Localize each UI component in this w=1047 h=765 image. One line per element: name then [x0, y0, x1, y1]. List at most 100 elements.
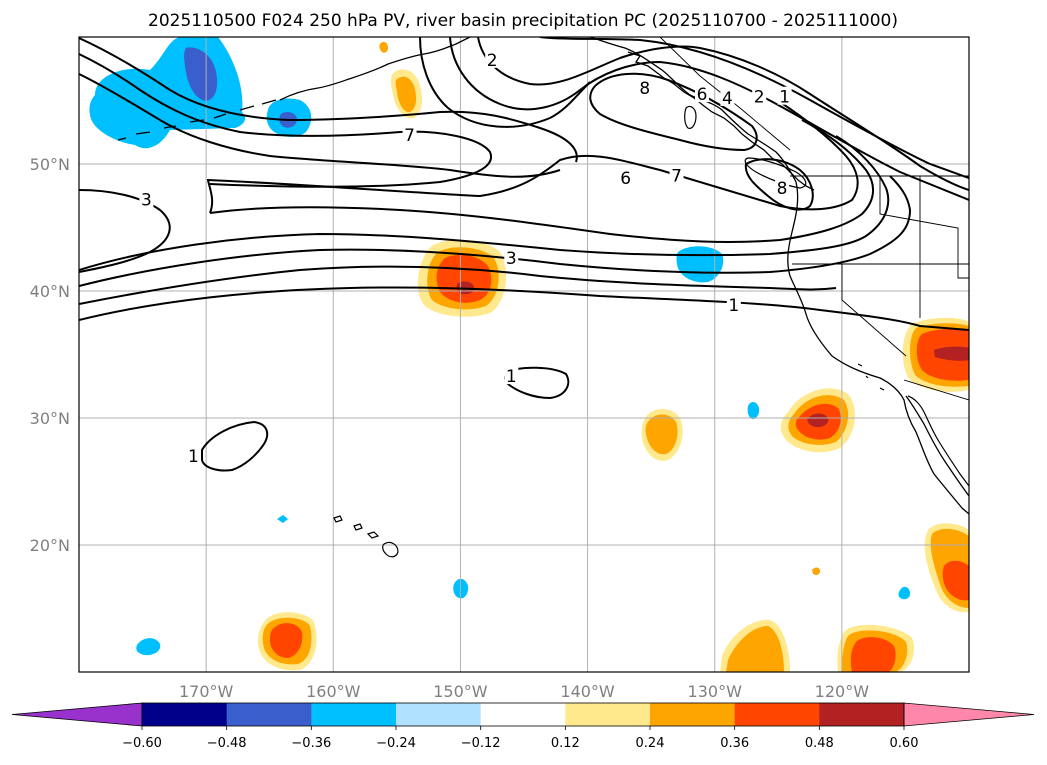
map-frame	[78, 36, 970, 673]
colorbar: −0.60 −0.48 −0.36 −0.24 −0.12 0.12 0.24 0.36 0.4…	[11, 702, 1035, 751]
pv-contour-2-south	[79, 175, 912, 287]
contour-label-mask	[618, 167, 633, 186]
contour-label-mask	[777, 86, 792, 105]
lon-tick-label: 150°W	[433, 682, 488, 701]
contour-label-mask	[637, 77, 652, 96]
colorbar-segment	[565, 703, 651, 726]
contour-label: 4	[722, 89, 733, 109]
vancouver-island	[744, 157, 807, 189]
pv-contour-1-outer	[79, 286, 969, 331]
lat-tick-label: 50°N	[30, 155, 70, 174]
contour-label-mask	[139, 189, 154, 208]
contour-label: 1	[506, 367, 517, 387]
contour-label: 3	[506, 249, 517, 269]
lon-tick-label: 160°W	[306, 682, 361, 701]
border-us-mexico	[903, 379, 969, 401]
contour-label: 2	[487, 51, 498, 71]
border-ca-nevada	[841, 264, 907, 357]
pc-negative-southeast	[898, 586, 911, 600]
pc-positive-southwest-inner	[270, 623, 303, 658]
coastline-north-america	[589, 37, 969, 515]
lat-tick-label: 30°N	[30, 409, 70, 428]
pv-contour-2-northeast	[539, 37, 969, 179]
colorbar-tick-label: 0.36	[720, 736, 749, 751]
hawaii-big-island	[382, 541, 399, 558]
pc-negative-small-west	[277, 515, 288, 523]
colorbar-tick-label: −0.36	[291, 736, 331, 751]
hawaii-maui	[366, 531, 380, 539]
lon-tick-label: 140°W	[560, 682, 615, 701]
contour-label: 1	[728, 296, 739, 316]
contour-label-mask	[504, 247, 519, 266]
pc-positive-central-inner	[436, 254, 492, 303]
colorbar-segment	[226, 703, 312, 726]
longitude-tick-labels: 170°W 160°W 150°W 140°W 130°W 120°W	[179, 682, 869, 701]
contour-label: 2	[754, 88, 765, 108]
pc-positive-mid-pacific-inner	[645, 414, 678, 455]
pv-contour-7-west	[79, 53, 493, 188]
pv-contours	[79, 37, 969, 472]
pv-contour-4-north	[449, 37, 969, 201]
hawaii-oahu	[353, 523, 363, 531]
pv-contour-3-westloop	[79, 189, 171, 273]
contour-label: 7	[404, 126, 415, 146]
gridlines	[79, 37, 969, 672]
contour-label: 7	[671, 166, 682, 186]
pc-positive-southeast-coast-inner	[942, 560, 969, 601]
pc-positive-tiny-south	[812, 567, 820, 575]
gulf-california-coast	[907, 395, 969, 487]
pc-positive-baja-offshore-core	[807, 413, 829, 428]
contour-label: 8	[639, 79, 650, 99]
lon-tick-label: 130°W	[688, 682, 743, 701]
coastline-alaska	[279, 37, 471, 101]
colorbar-segment	[734, 703, 820, 726]
pv-contour-2-north	[477, 37, 969, 191]
colorbar-tick-label: 0.12	[551, 736, 580, 751]
colorbar-tick-label: −0.12	[461, 736, 501, 751]
colorbar-segment	[819, 703, 905, 726]
chart-title: 2025110500 F024 250 hPa PV, river basin …	[148, 11, 898, 31]
contour-label-mask	[485, 49, 500, 68]
colorbar-segment	[650, 703, 736, 726]
contour-label-mask	[726, 294, 741, 313]
contour-label: 3	[141, 191, 152, 211]
colorbar-tick-label: −0.24	[376, 736, 416, 751]
pv-contour-5-west	[79, 37, 578, 163]
pv-contour-6-north	[419, 37, 591, 128]
coastlines	[117, 37, 969, 558]
lat-tick-label: 40°N	[30, 282, 70, 301]
colorbar-segment	[142, 703, 228, 726]
border-bc-alaska	[659, 37, 791, 151]
contour-label: 6	[697, 85, 708, 105]
pc-positive-south-central-inner	[850, 637, 896, 672]
contour-label-mask	[695, 84, 709, 103]
latitude-tick-labels: 20°N 30°N 40°N 50°N	[30, 155, 70, 555]
lat-tick-label: 20°N	[30, 536, 70, 555]
guadalupe-islands	[857, 363, 885, 391]
colorbar-segment	[480, 703, 566, 726]
colorbar-segment	[311, 703, 397, 726]
contour-label-mask	[720, 87, 735, 106]
pc-shading	[89, 37, 969, 672]
pc-negative-far-southwest	[136, 638, 161, 656]
colorbar-extend-max	[903, 702, 1035, 727]
pc-positive-socal-core	[934, 346, 969, 361]
colorbar-tick-label: 0.60	[890, 736, 919, 751]
contour-label: 1	[779, 88, 790, 108]
pv-contour-8-closed	[589, 72, 758, 152]
contour-label-mask	[186, 446, 201, 465]
pv-contour-3-south	[79, 135, 890, 271]
map-background	[79, 37, 969, 672]
pv-contour-1-north	[79, 265, 837, 305]
lon-tick-label: 170°W	[179, 682, 234, 701]
pc-negative-small-30n	[747, 402, 760, 420]
pv-contour-7-inner	[744, 158, 814, 211]
pc-negative-aleutian-mid	[184, 47, 218, 101]
coastline-aleutians	[117, 99, 277, 141]
contour-label-mask	[775, 178, 790, 197]
contour-label: 1	[188, 447, 199, 467]
contour-label-mask	[752, 86, 767, 105]
colorbar-tick-label: −0.60	[122, 736, 162, 751]
